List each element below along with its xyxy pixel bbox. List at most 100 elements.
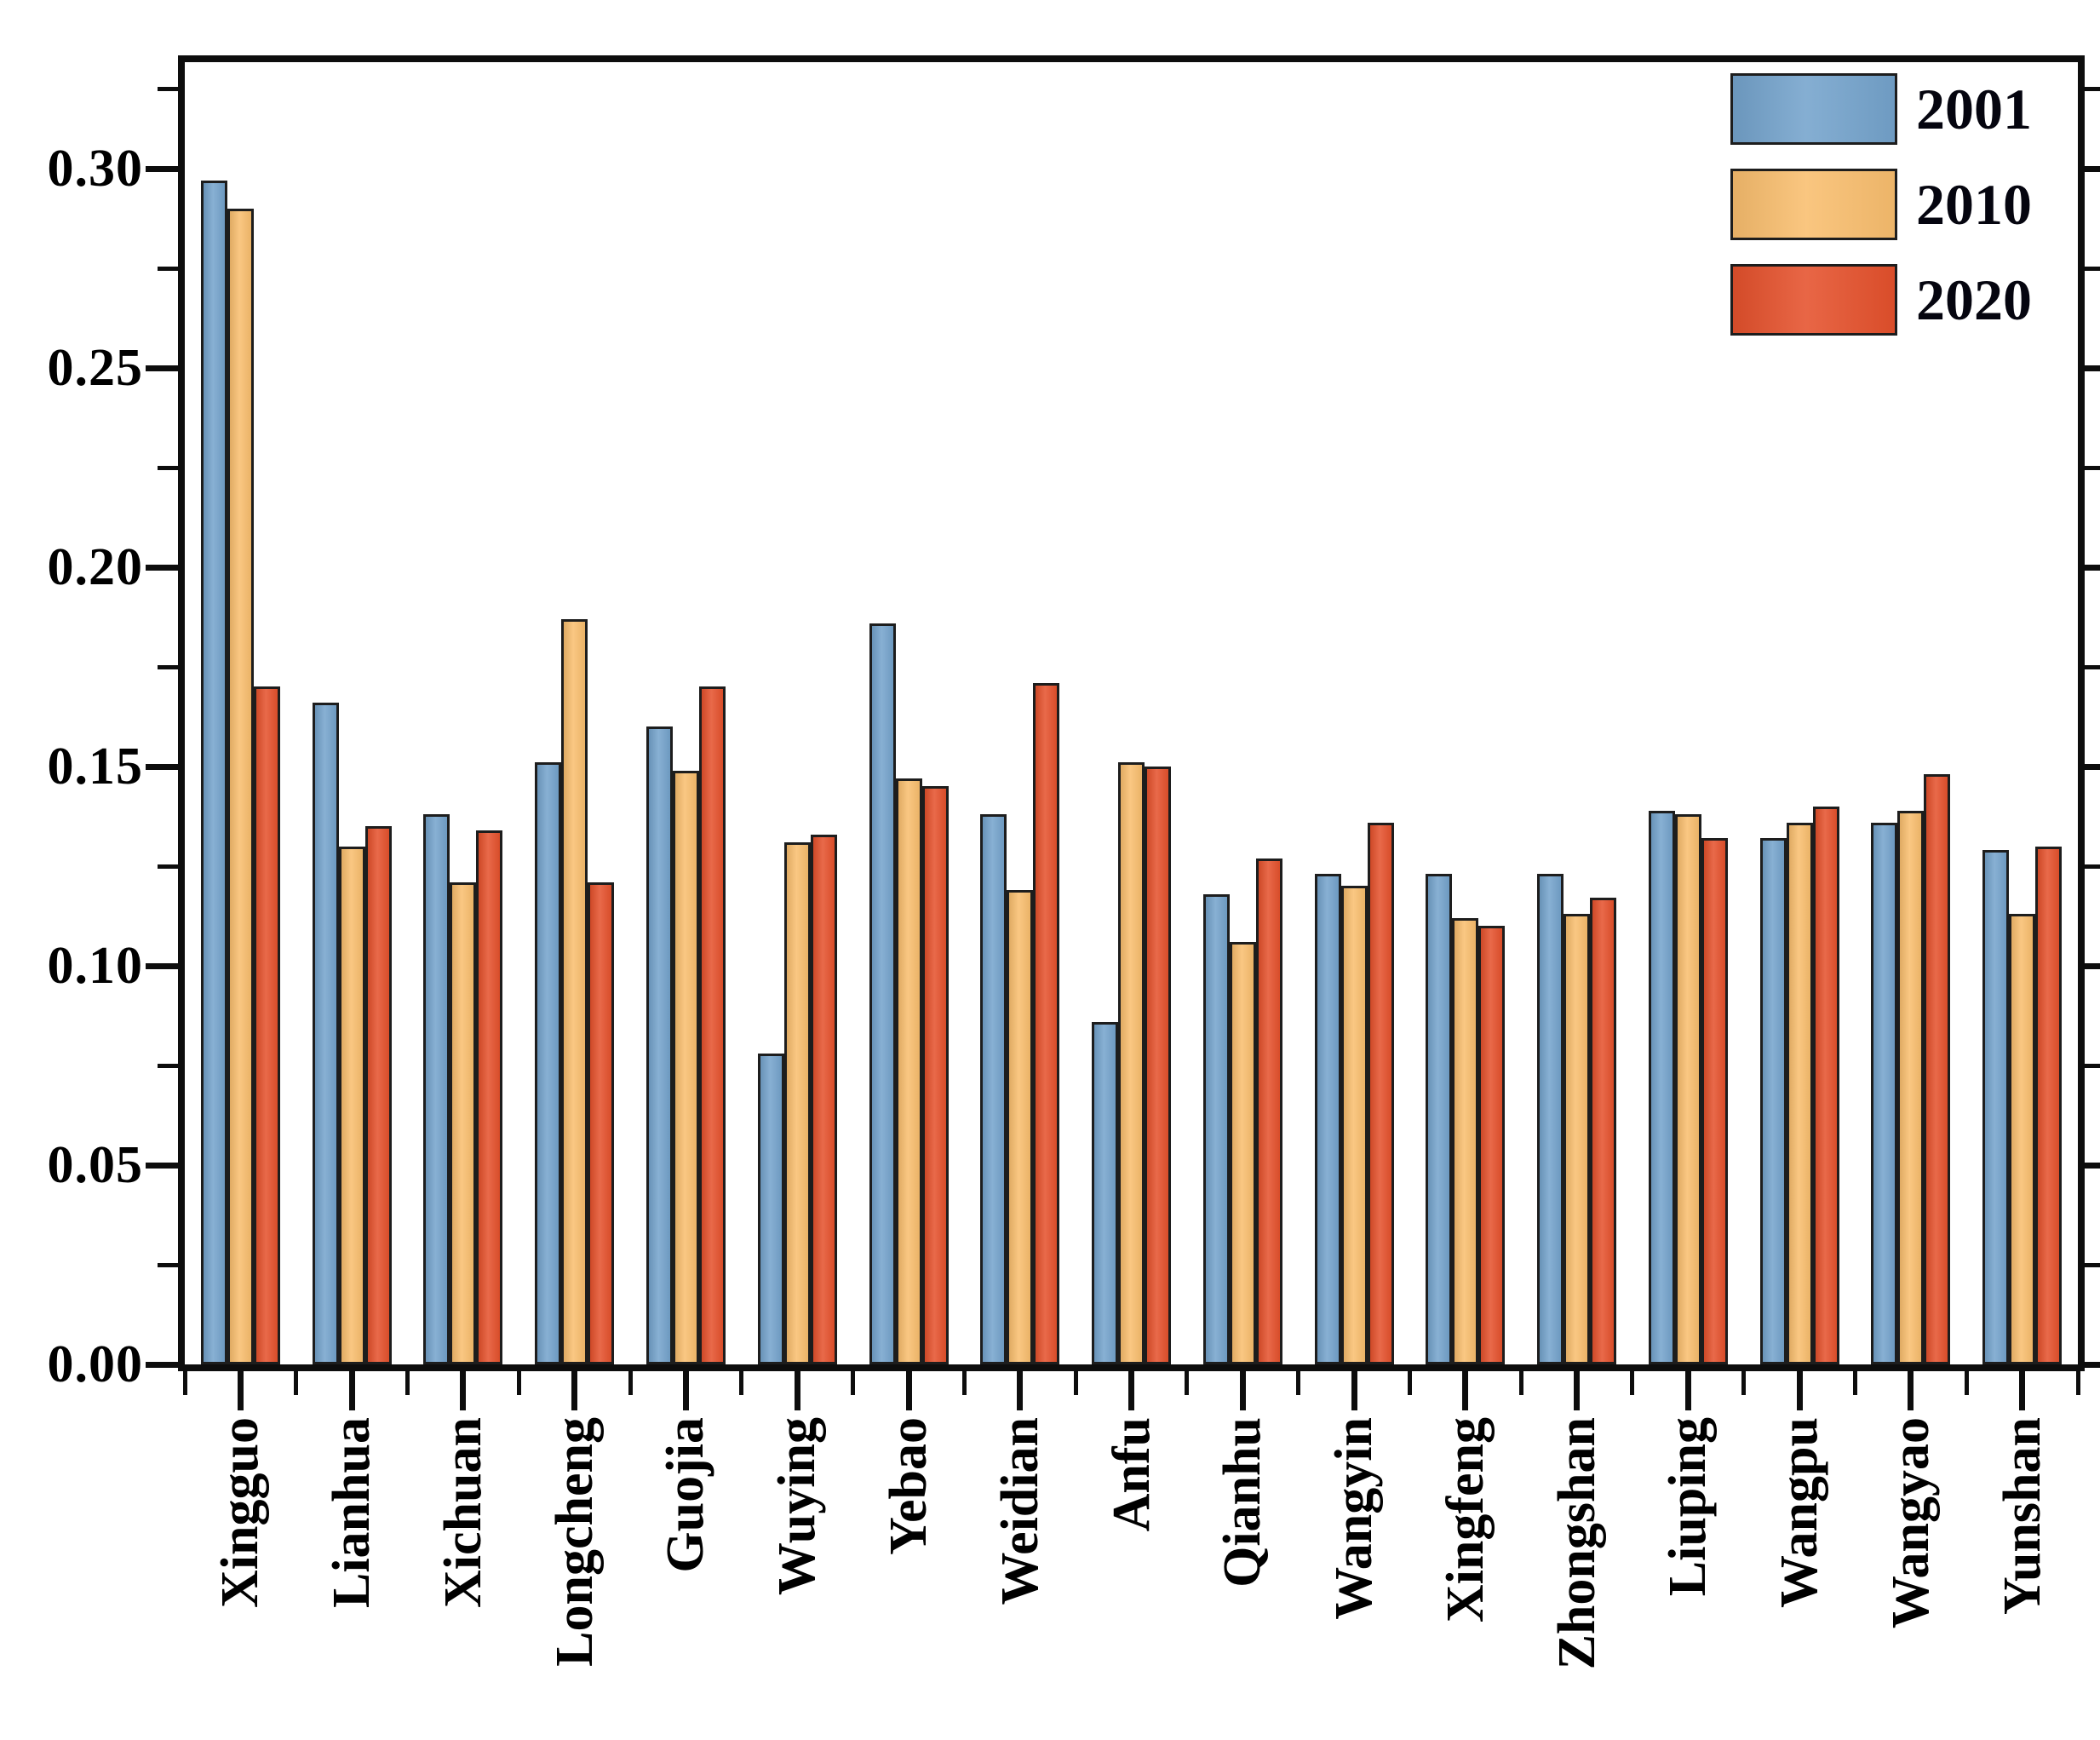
bar-xingguo-2001 <box>200 181 227 1364</box>
bar-liuping-2001 <box>1648 810 1675 1364</box>
x-axis-minor-tick <box>1518 1371 1523 1395</box>
y-axis-minor-tick-right <box>2085 864 2100 869</box>
x-axis-major-tick <box>237 1371 244 1410</box>
bar-xichuan-2020 <box>476 830 503 1364</box>
y-axis-major-tick <box>146 1162 178 1169</box>
bar-xingguo-2020 <box>253 686 280 1364</box>
x-tick-label-yebao: Yebao <box>880 1417 938 1555</box>
x-axis-major-tick <box>905 1371 912 1410</box>
x-axis-minor-tick <box>516 1371 521 1395</box>
y-tick-label: 0.30 <box>47 140 143 198</box>
x-tick-label-weidian: Weidian <box>990 1417 1049 1605</box>
bar-anfu-2001 <box>1092 1021 1118 1364</box>
bar-zhongshan-2010 <box>1564 914 1591 1364</box>
y-axis-minor-tick-right <box>2085 1063 2100 1068</box>
y-axis-minor-tick <box>158 465 178 470</box>
y-axis-major-tick-right <box>2085 962 2100 969</box>
x-tick-label-wangpu: Wangpu <box>1770 1417 1829 1609</box>
bar-anfu-2010 <box>1118 762 1145 1364</box>
bar-xichuan-2010 <box>450 881 477 1364</box>
bar-wangyin-2001 <box>1314 874 1341 1364</box>
y-tick-label: 0.05 <box>47 1136 143 1194</box>
bar-guojia-2010 <box>672 770 699 1364</box>
bar-xingfeng-2020 <box>1478 926 1506 1364</box>
x-tick-label-liuping: Liuping <box>1659 1417 1718 1597</box>
x-axis-minor-tick <box>1296 1371 1301 1395</box>
x-axis-major-tick <box>794 1371 800 1410</box>
bar-guojia-2020 <box>698 686 726 1364</box>
x-axis-major-tick <box>1351 1371 1357 1410</box>
x-axis-major-tick <box>1128 1371 1134 1410</box>
legend-label-2001: 2001 <box>1916 77 2032 141</box>
x-axis-minor-tick <box>2075 1371 2080 1395</box>
bar-yebao-2020 <box>921 786 949 1364</box>
x-axis-major-tick <box>1574 1371 1581 1410</box>
bar-lianhua-2020 <box>364 826 392 1364</box>
bar-zhongshan-2020 <box>1590 898 1617 1364</box>
bar-yunshan-2010 <box>2009 914 2036 1364</box>
y-axis-major-tick <box>146 564 178 571</box>
x-tick-label-qianhu: Qianhu <box>1214 1417 1272 1588</box>
bar-xingguo-2010 <box>227 208 254 1364</box>
bar-yebao-2001 <box>869 623 896 1364</box>
bar-zhongshan-2001 <box>1537 874 1564 1364</box>
y-axis-minor-tick-right <box>2085 664 2100 669</box>
x-tick-label-guojia: Guojia <box>657 1417 715 1573</box>
bar-yebao-2010 <box>895 778 922 1364</box>
bar-liuping-2010 <box>1674 814 1701 1364</box>
y-tick-label: 0.20 <box>47 538 143 596</box>
y-axis-major-tick-right <box>2085 365 2100 371</box>
y-tick-label: 0.00 <box>47 1335 143 1393</box>
legend-swatch-2020 <box>1730 264 1897 336</box>
legend-swatch-2001 <box>1730 73 1897 145</box>
y-axis-major-tick <box>146 165 178 172</box>
x-tick-label-zhongshan: Zhongshan <box>1547 1417 1606 1670</box>
y-axis-minor-tick <box>158 1262 178 1267</box>
y-axis-minor-tick-right <box>2085 266 2100 271</box>
plot-area <box>146 55 2100 1410</box>
x-axis-minor-tick <box>405 1371 410 1395</box>
x-tick-label-wangyin: Wangyin <box>1325 1417 1383 1620</box>
bar-wangyao-2010 <box>1897 810 1925 1364</box>
y-axis-major-tick-right <box>2085 1361 2100 1368</box>
x-axis-minor-tick <box>1185 1371 1190 1395</box>
y-axis-major-tick <box>146 365 178 371</box>
bar-wangyin-2010 <box>1340 886 1368 1364</box>
x-axis-minor-tick <box>628 1371 633 1395</box>
bar-qianhu-2010 <box>1229 941 1256 1364</box>
y-axis-minor-tick-right <box>2085 86 2100 91</box>
x-axis-major-tick <box>1908 1371 1914 1410</box>
bar-lianhua-2001 <box>312 703 339 1364</box>
legend-label-2010: 2010 <box>1916 172 2032 237</box>
x-axis-minor-tick <box>851 1371 856 1395</box>
bar-wuying-2020 <box>810 834 837 1364</box>
y-axis-major-tick <box>146 1361 178 1368</box>
bar-wangyao-2020 <box>1924 774 1951 1364</box>
x-axis-major-tick <box>682 1371 689 1410</box>
bar-longcheng-2001 <box>535 762 562 1364</box>
bar-guojia-2001 <box>645 726 673 1364</box>
x-axis-minor-tick <box>182 1371 187 1395</box>
bar-qianhu-2001 <box>1202 893 1230 1364</box>
legend-swatch-2010 <box>1730 169 1897 240</box>
x-tick-label-anfu: Anfu <box>1102 1417 1161 1532</box>
x-tick-label-xichuan: Xichuan <box>433 1417 492 1608</box>
bar-weidian-2010 <box>1007 890 1034 1364</box>
bar-weidian-2001 <box>980 814 1007 1364</box>
y-axis-minor-tick <box>158 266 178 271</box>
y-axis-minor-tick <box>158 86 178 91</box>
bar-lianhua-2010 <box>338 846 365 1364</box>
y-axis-major-tick-right <box>2085 763 2100 770</box>
bar-xingfeng-2010 <box>1452 917 1479 1364</box>
bar-longcheng-2010 <box>561 618 588 1364</box>
x-axis-minor-tick <box>961 1371 967 1395</box>
plot-inner <box>146 62 2100 1410</box>
bar-weidian-2020 <box>1033 682 1060 1364</box>
y-axis-major-tick-right <box>2085 1162 2100 1169</box>
bar-yunshan-2001 <box>1982 850 2010 1364</box>
bar-wangyin-2020 <box>1367 822 1394 1364</box>
x-axis-minor-tick <box>1407 1371 1412 1395</box>
x-tick-label-lianhua: Lianhua <box>323 1417 382 1609</box>
bar-wangyao-2001 <box>1871 822 1898 1364</box>
x-tick-label-longcheng: Longcheng <box>545 1417 604 1667</box>
